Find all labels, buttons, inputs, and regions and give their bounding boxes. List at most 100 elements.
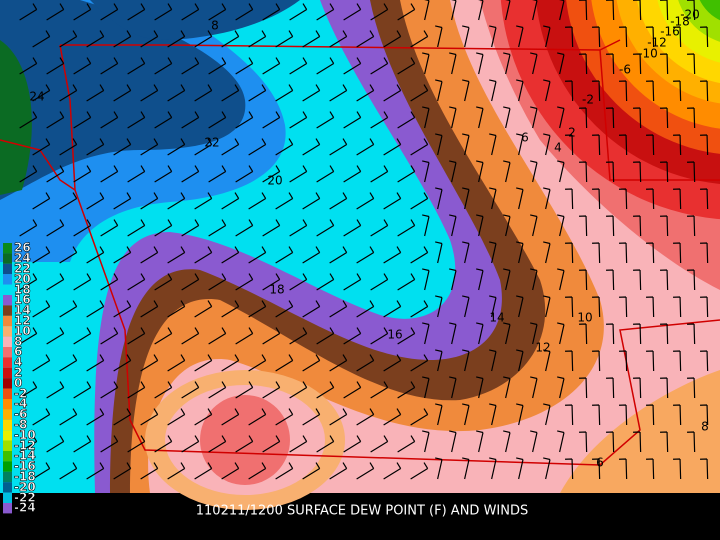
wind-barb <box>543 457 551 480</box>
legend-label: -22 <box>14 490 36 504</box>
wind-barb <box>503 268 511 291</box>
wind-barb <box>633 0 642 21</box>
wind-barb <box>503 160 511 183</box>
wind-barb <box>700 26 709 48</box>
wind-barb <box>516 457 524 480</box>
wind-barb <box>262 381 281 399</box>
wind-barb <box>410 300 429 318</box>
wind-barb <box>489 403 497 426</box>
wind-barb <box>208 273 227 291</box>
wind-barb <box>289 435 308 453</box>
wind-barb <box>46 381 65 399</box>
wind-barb <box>592 188 601 210</box>
legend-label: -18 <box>14 470 36 484</box>
wind-barb <box>248 84 267 102</box>
wind-barb <box>194 138 213 156</box>
wind-barb <box>543 241 551 264</box>
wind-barb <box>73 165 92 183</box>
wind-barb <box>476 322 484 345</box>
wind-barb <box>86 354 105 372</box>
contour-label: 2 <box>568 126 576 140</box>
wind-barb <box>557 106 565 129</box>
wind-barb <box>46 165 65 183</box>
wind-barb <box>422 52 430 75</box>
wind-barb <box>565 296 574 318</box>
wind-barb <box>606 53 615 75</box>
wind-barb <box>383 300 402 318</box>
wind-barb <box>235 435 254 453</box>
wind-barb <box>410 138 429 156</box>
legend-swatch <box>3 357 12 368</box>
legend-label: 14 <box>14 303 31 317</box>
wind-barb <box>113 462 132 480</box>
wind-barb <box>19 273 38 291</box>
wind-barb <box>100 219 119 237</box>
wind-barb <box>489 79 497 102</box>
wind-barb <box>383 462 402 480</box>
wind-barb <box>86 246 105 264</box>
wind-barb <box>262 3 281 21</box>
wind-barb <box>476 376 484 399</box>
wind-barb <box>451 0 457 21</box>
wind-barb <box>687 107 696 129</box>
wind-barb <box>167 300 186 318</box>
wind-barb <box>687 0 696 21</box>
wind-barb <box>476 268 484 291</box>
wind-barb <box>167 408 186 426</box>
wind-barb <box>530 160 538 183</box>
wind-barb <box>687 161 696 183</box>
wind-barb <box>660 323 669 345</box>
wind-barb <box>329 354 348 372</box>
wind-barb <box>275 192 294 210</box>
contour-label: 8 <box>211 19 219 33</box>
wind-barb <box>449 268 457 291</box>
dew-point-field <box>0 0 720 510</box>
wind-barb <box>100 165 119 183</box>
wind-barb <box>516 79 524 102</box>
wind-barb <box>557 214 565 237</box>
wind-barb <box>100 111 119 129</box>
wind-barb <box>476 214 484 237</box>
wind-barb <box>383 192 402 210</box>
legend-label: -8 <box>14 418 27 432</box>
legend-label: 0 <box>14 376 22 390</box>
legend-swatch <box>3 419 12 431</box>
contour-label: -6 <box>619 63 631 77</box>
wind-barb <box>32 462 51 480</box>
wind-barb <box>410 462 429 480</box>
wind-barb <box>221 408 240 426</box>
wind-barb <box>275 462 294 480</box>
legend-swatch <box>3 399 12 410</box>
contour-label: -20 <box>680 8 700 22</box>
legend-swatch <box>3 305 12 316</box>
wind-barb <box>289 327 308 345</box>
wind-barb <box>559 0 565 21</box>
wind-barb <box>489 349 497 372</box>
wind-barb <box>543 133 551 156</box>
wind-barb <box>208 219 227 237</box>
wind-barb <box>478 0 484 21</box>
legend-swatch <box>3 409 12 420</box>
wind-barb <box>154 57 173 75</box>
wind-barb <box>646 134 655 156</box>
wind-barb <box>397 3 416 21</box>
legend-swatch <box>3 367 12 379</box>
wind-barb <box>646 296 655 318</box>
wind-barb <box>606 269 615 291</box>
wind-barb <box>316 165 335 183</box>
wind-barb <box>646 404 655 426</box>
wind-barb <box>316 3 335 21</box>
wind-barb <box>370 327 389 345</box>
wind-barb <box>660 377 669 399</box>
wind-barb <box>557 322 565 345</box>
legend-swatch <box>3 440 12 451</box>
wind-barb <box>687 215 696 237</box>
wind-barb <box>356 354 375 372</box>
wind-barb <box>343 219 362 237</box>
wind-barb <box>302 354 321 372</box>
wind-barb <box>646 350 655 372</box>
wind-barb <box>449 160 457 183</box>
legend-label: 26 <box>14 241 31 255</box>
wind-barb <box>167 354 186 372</box>
wind-barb <box>673 242 682 264</box>
